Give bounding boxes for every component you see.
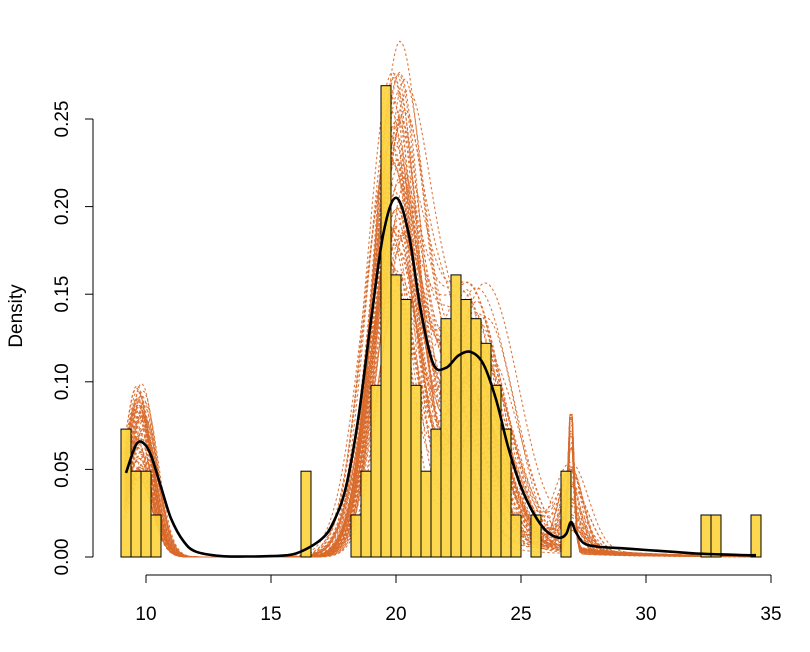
histogram-bar (350, 514, 362, 558)
y-axis-label: Density (6, 284, 27, 348)
histogram-bar (360, 470, 372, 558)
y-tick-label: 0.20 (52, 188, 73, 225)
x-tick-label: 30 (635, 604, 656, 625)
x-tick-label: 15 (260, 604, 281, 625)
posterior-density-draw (124, 208, 755, 558)
posterior-density-draw (124, 225, 755, 558)
histogram-bar (500, 428, 512, 558)
histogram-bar (510, 514, 522, 558)
histogram-bars (120, 85, 762, 558)
posterior-density-draw (124, 289, 755, 558)
histogram-bar (440, 318, 452, 558)
mean-density-curve (124, 196, 757, 558)
posterior-density-draw (124, 135, 755, 558)
histogram-bar (400, 299, 412, 558)
histogram-bar (420, 470, 432, 558)
x-tick-label: 10 (135, 604, 156, 625)
y-tick-label: 0.05 (52, 451, 73, 488)
histogram-bar (370, 384, 382, 558)
histogram-bar (380, 85, 392, 558)
histogram-bar (450, 274, 462, 558)
y-tick-label: 0.25 (52, 101, 73, 138)
histogram-bar (750, 514, 762, 558)
y-tick-label: 0.15 (52, 276, 73, 313)
histogram-bar (700, 514, 712, 558)
histogram-bar (150, 514, 162, 558)
x-tick-label: 35 (760, 604, 781, 625)
histogram-bar (390, 274, 402, 558)
histogram-bar (130, 470, 142, 558)
histogram-bar (460, 299, 472, 558)
histogram-bar (120, 428, 132, 558)
histogram-bar (560, 470, 572, 558)
posterior-density-draw (124, 135, 755, 558)
x-tick-label: 20 (385, 604, 406, 625)
histogram-bar (430, 428, 442, 558)
y-tick-label: 0.10 (52, 363, 73, 400)
histogram-bar (410, 384, 422, 558)
y-tick-label: 0.00 (52, 539, 73, 576)
x-tick-label: 25 (510, 604, 531, 625)
posterior-density-draw (124, 232, 755, 558)
histogram-bar (300, 470, 312, 558)
posterior-density-draw (124, 198, 755, 558)
histogram-bar (140, 470, 152, 558)
x-axis: 10 15 20 25 30 35 (135, 574, 782, 625)
histogram-bar (710, 514, 722, 558)
y-axis: 0.00 0.05 0.10 0.15 0.20 0.25 Density (6, 101, 94, 576)
